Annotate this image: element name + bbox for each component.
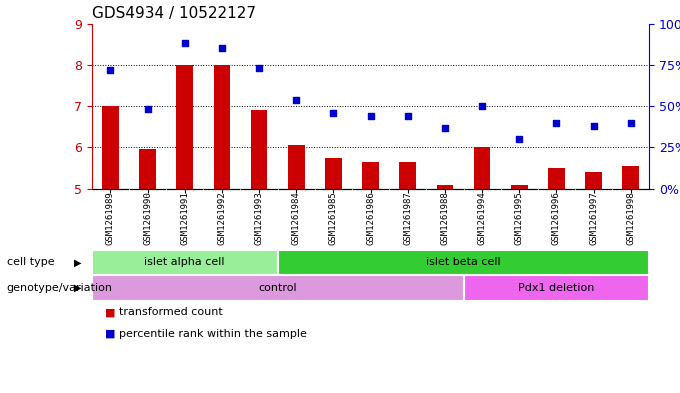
Text: ■: ■ (105, 329, 116, 339)
Text: islet alpha cell: islet alpha cell (144, 257, 225, 267)
Point (328, 110, 339, 116)
Point (551, 119, 562, 126)
Text: GSM1261991: GSM1261991 (180, 192, 189, 246)
Text: GSM1261995: GSM1261995 (515, 192, 524, 246)
Bar (139, 149, 156, 189)
Text: GSM1261986: GSM1261986 (366, 192, 375, 246)
Bar (176, 65, 193, 189)
Text: GSM1261992: GSM1261992 (218, 192, 226, 246)
Bar (251, 110, 267, 189)
Text: GSM1261994: GSM1261994 (477, 192, 487, 246)
Bar (585, 172, 602, 189)
Point (403, 113, 413, 119)
Text: GSM1261998: GSM1261998 (626, 192, 635, 246)
Text: GSM1261996: GSM1261996 (552, 192, 561, 246)
Bar (214, 65, 231, 189)
Point (588, 123, 599, 129)
Bar (92, 250, 277, 275)
Bar (102, 106, 119, 189)
Text: GSM1261993: GSM1261993 (254, 192, 264, 246)
Point (254, 65, 265, 71)
Point (477, 103, 488, 109)
Text: ▶: ▶ (74, 257, 82, 267)
Text: ■: ■ (105, 307, 116, 318)
Point (216, 45, 227, 51)
Bar (92, 275, 464, 301)
Bar (511, 184, 528, 189)
Text: cell type: cell type (7, 257, 54, 267)
Point (180, 40, 190, 46)
Point (626, 119, 636, 126)
Bar (464, 275, 649, 301)
Text: GDS4934 / 10522127: GDS4934 / 10522127 (92, 6, 256, 21)
Text: Pdx1 deletion: Pdx1 deletion (518, 283, 594, 293)
Bar (288, 145, 305, 189)
Bar (474, 147, 490, 189)
Text: ▶: ▶ (74, 283, 82, 293)
Point (105, 67, 116, 73)
Point (439, 125, 450, 131)
Point (291, 96, 302, 103)
Point (142, 106, 153, 112)
Text: GSM1261987: GSM1261987 (403, 192, 412, 246)
Point (514, 136, 525, 142)
Text: genotype/variation: genotype/variation (7, 283, 113, 293)
Text: GSM1261989: GSM1261989 (106, 192, 115, 246)
Text: GSM1261984: GSM1261984 (292, 192, 301, 246)
Bar (277, 250, 649, 275)
Bar (362, 162, 379, 189)
Bar (399, 162, 416, 189)
Text: control: control (258, 283, 297, 293)
Bar (325, 158, 342, 189)
Text: percentile rank within the sample: percentile rank within the sample (119, 329, 307, 339)
Bar (548, 168, 565, 189)
Text: islet beta cell: islet beta cell (426, 257, 501, 267)
Text: GSM1261988: GSM1261988 (441, 192, 449, 246)
Text: GSM1261997: GSM1261997 (589, 192, 598, 246)
Bar (622, 166, 639, 189)
Text: GSM1261985: GSM1261985 (329, 192, 338, 246)
Text: transformed count: transformed count (119, 307, 223, 318)
Bar (437, 184, 454, 189)
Point (365, 113, 376, 119)
Text: GSM1261990: GSM1261990 (143, 192, 152, 246)
